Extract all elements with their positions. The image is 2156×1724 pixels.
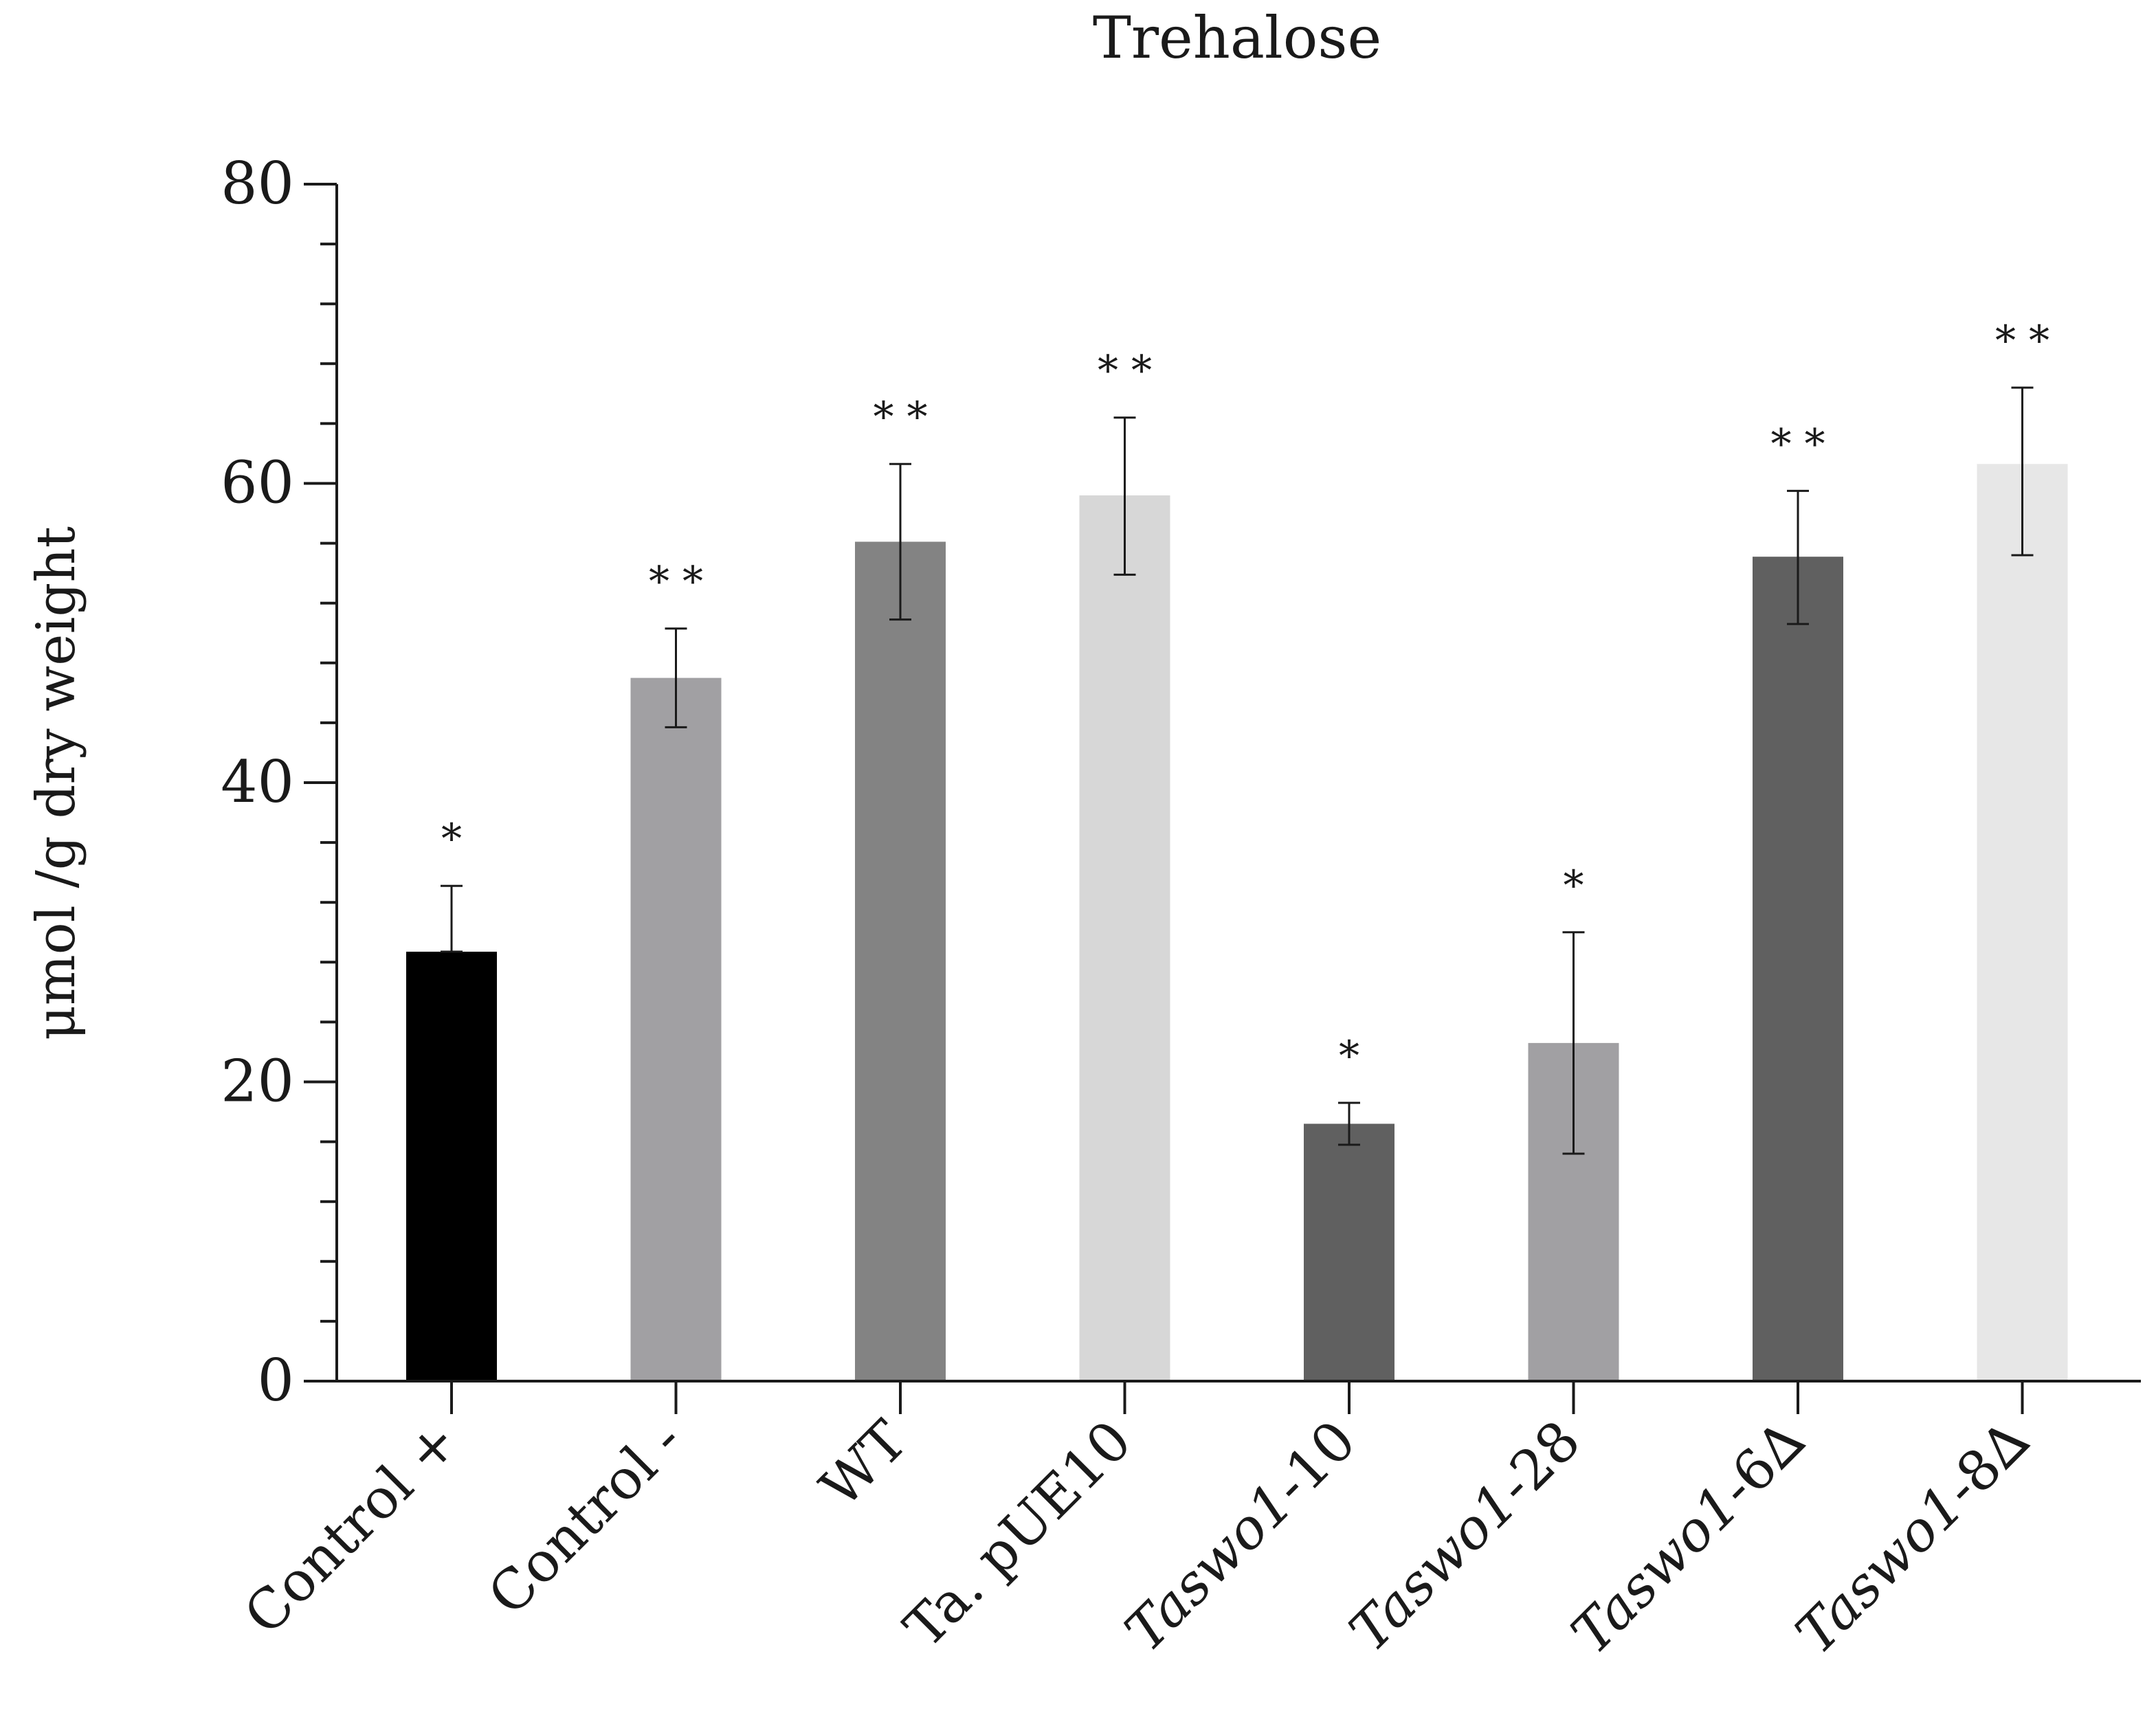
significance-label-2: * * xyxy=(649,558,703,606)
bar-2 xyxy=(630,678,722,1381)
x-tick-label-6: Taswo1-28 xyxy=(1337,1409,1592,1664)
bar-1 xyxy=(406,952,497,1381)
y-tick-label-80: 80 xyxy=(221,150,294,217)
x-tick-label-3: WT xyxy=(808,1409,920,1520)
y-tick-label-20: 20 xyxy=(221,1048,294,1115)
x-tick-label-2: Control - xyxy=(476,1409,695,1628)
x-tick-label-prefix-1: Control + xyxy=(232,1409,471,1647)
x-tick-label-8: Taswo1-8∆ xyxy=(1783,1409,2041,1666)
x-tick-label-group-2: Control - xyxy=(476,1409,695,1628)
x-tick-label-group-5: Taswo1-10 xyxy=(1113,1409,1368,1664)
x-tick-label-5: Taswo1-10 xyxy=(1113,1409,1368,1664)
significance-label-5: * xyxy=(1339,1032,1359,1080)
x-tick-label-prefix-6: Taswo1 xyxy=(1337,1471,1530,1664)
bar-8 xyxy=(1977,464,2068,1381)
x-tick-label-4: Ta. pUE10 xyxy=(892,1409,1144,1660)
x-tick-label-group-8: Taswo1-8∆ xyxy=(1783,1409,2041,1666)
y-axis-label: μmol /g dry weight xyxy=(25,526,87,1040)
significance-label-1: * xyxy=(441,815,462,863)
x-tick-label-group-3: WT xyxy=(808,1409,920,1520)
y-tick-label-60: 60 xyxy=(221,449,294,517)
x-tick-label-7: Taswo1-6∆ xyxy=(1559,1409,1817,1666)
x-tick-label-group-1: Control + xyxy=(232,1409,471,1647)
chart-title: Trehalose xyxy=(1093,4,1381,71)
x-tick-label-prefix-4: Ta. pUE10 xyxy=(892,1409,1144,1660)
y-tick-label-0: 0 xyxy=(258,1347,294,1414)
x-tick-label-group-4: Ta. pUE10 xyxy=(892,1409,1144,1660)
x-tick-label-prefix-2: Control - xyxy=(476,1409,695,1628)
significance-label-6: * xyxy=(1564,862,1584,910)
significance-label-8: * * xyxy=(1995,317,2049,365)
x-tick-label-prefix-8: Taswo1 xyxy=(1783,1473,1976,1666)
significance-label-3: * * xyxy=(873,393,927,441)
x-tick-label-group-6: Taswo1-28 xyxy=(1337,1409,1592,1664)
bar-5 xyxy=(1304,1123,1394,1381)
x-tick-label-prefix-3: WT xyxy=(808,1409,920,1520)
x-tick-label-prefix-7: Taswo1 xyxy=(1559,1473,1752,1666)
x-tick-label-1: Control + xyxy=(232,1409,471,1647)
bar-7 xyxy=(1753,557,1843,1381)
bar-4 xyxy=(1079,495,1170,1382)
significance-label-4: * * xyxy=(1098,347,1152,395)
significance-label-7: * * xyxy=(1770,420,1825,468)
bar-3 xyxy=(855,541,946,1381)
y-tick-label-40: 40 xyxy=(221,748,294,816)
x-tick-label-prefix-5: Taswo1 xyxy=(1113,1471,1305,1664)
x-tick-label-group-7: Taswo1-6∆ xyxy=(1559,1409,1817,1666)
